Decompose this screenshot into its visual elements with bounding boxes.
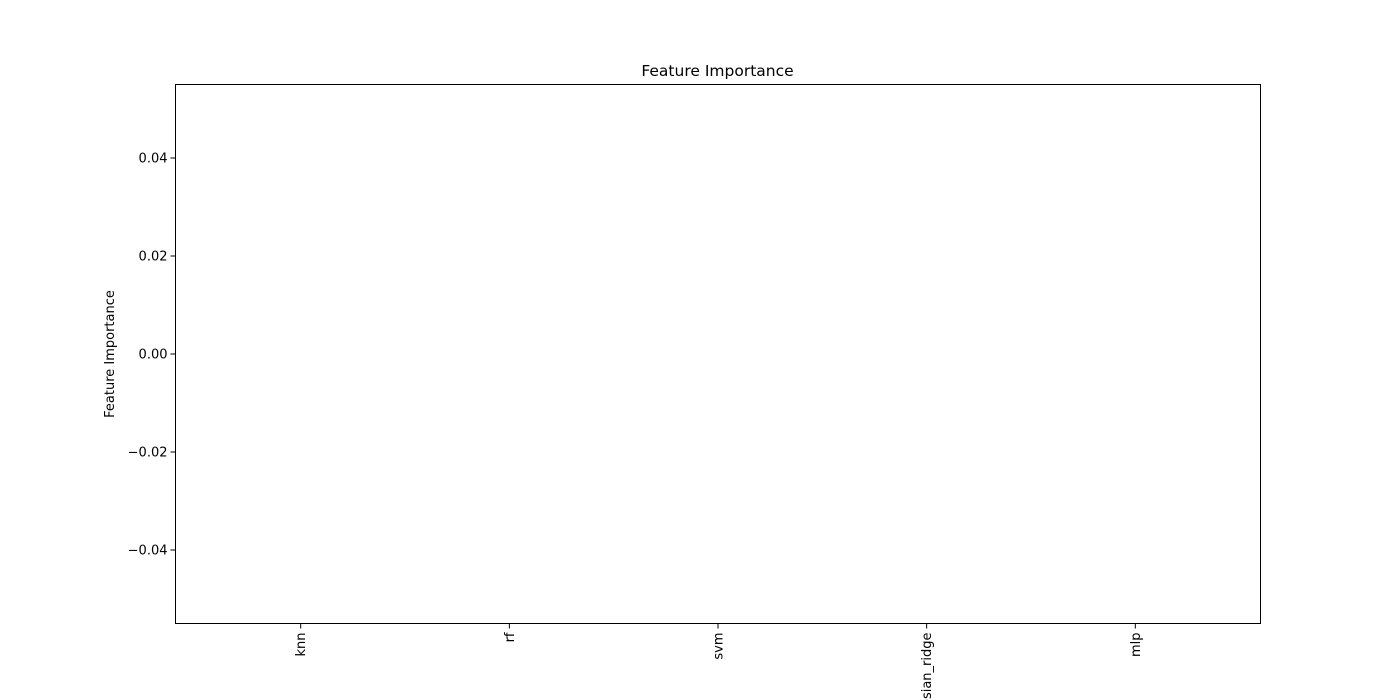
y-axis-label: Feature Importance [103, 290, 118, 418]
x-tick-label-mlp: mlp [1129, 633, 1144, 658]
x-tick-label-knn: knn [294, 633, 309, 657]
y-tick-label: −0.02 [128, 446, 168, 461]
y-tick-label: 0.04 [139, 152, 168, 167]
plot-area-frame [175, 84, 1261, 624]
y-axis: −0.04 −0.02 0.00 0.02 0.04 [128, 152, 176, 559]
x-tick-label-svm: svm [712, 633, 727, 660]
x-tick-label-rf: rf [503, 632, 518, 642]
y-tick-label: 0.00 [139, 348, 168, 363]
x-tick-label-bayesian-ridge: bayesian_ridge [920, 633, 935, 700]
x-axis: knn rf svm bayesian_ridge mlp [294, 623, 1144, 700]
chart-title: Feature Importance [641, 62, 793, 80]
y-tick-label: 0.02 [139, 250, 168, 265]
y-tick-label: −0.04 [128, 544, 168, 559]
